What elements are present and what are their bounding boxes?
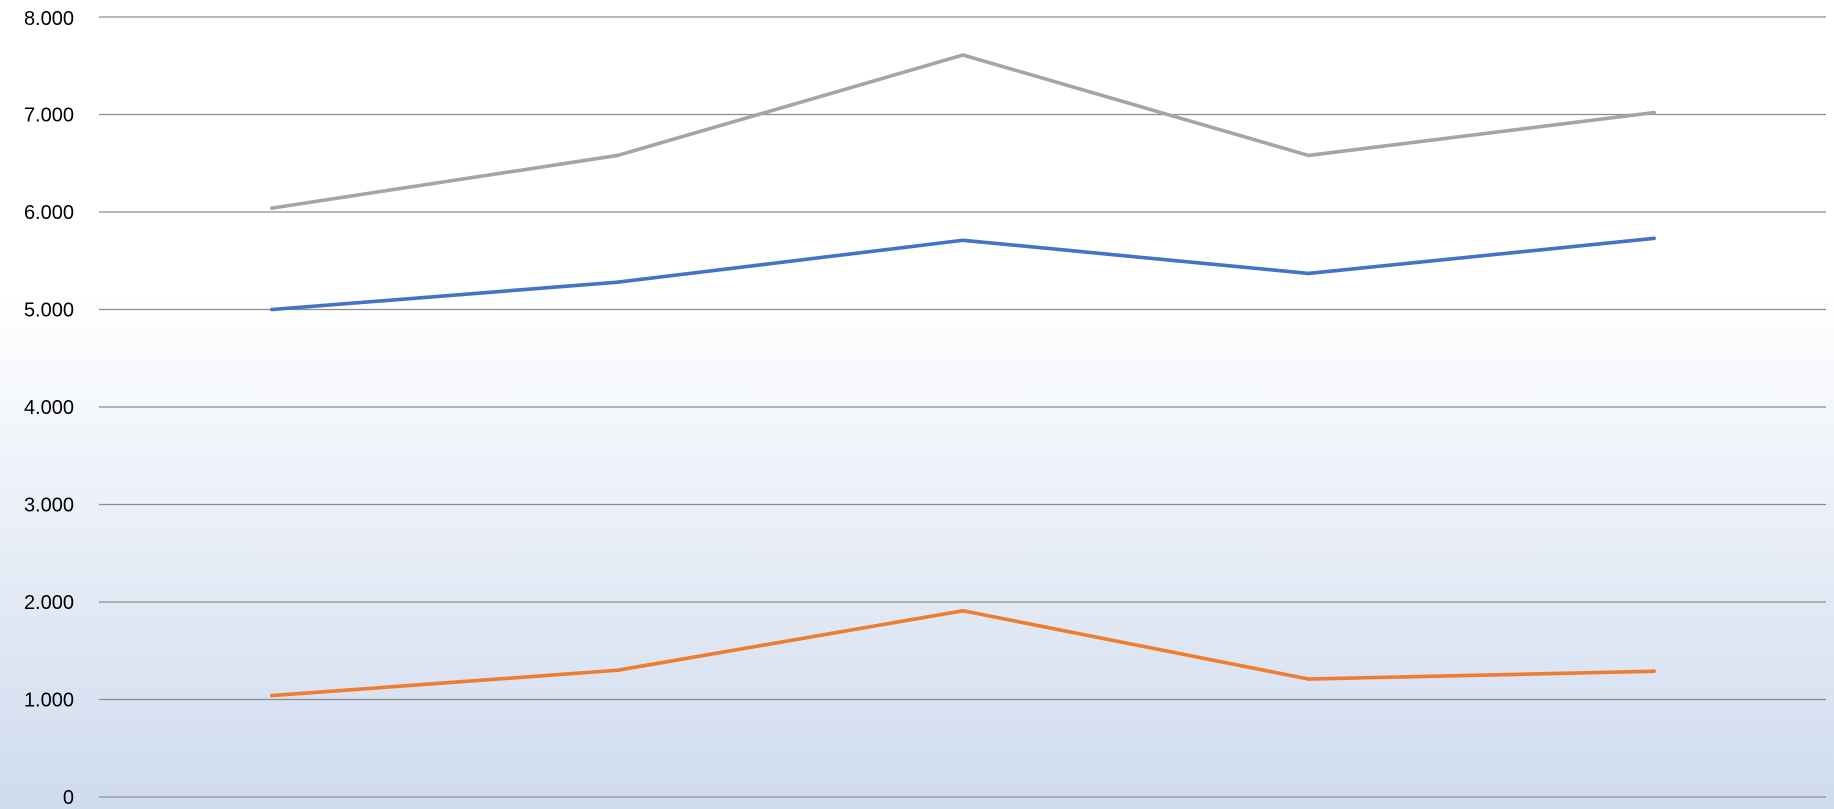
y-tick-label: 3.000 bbox=[24, 495, 74, 517]
series-lines bbox=[270, 53, 1656, 698]
data-point-s2-0 bbox=[270, 693, 274, 698]
data-point-s1-2 bbox=[961, 238, 965, 243]
y-tick-label: 5.000 bbox=[24, 300, 74, 322]
data-point-s0-2 bbox=[961, 53, 965, 57]
y-tick-label: 2.000 bbox=[24, 592, 74, 614]
y-tick-label: 6.000 bbox=[24, 202, 74, 224]
data-point-s0-4 bbox=[1652, 110, 1656, 115]
data-point-s0-1 bbox=[615, 153, 620, 158]
data-point-s1-1 bbox=[615, 280, 620, 285]
y-axis-tick-labels: 0 1.000 2.000 3.000 4.000 5.000 6.000 7.000 8.00… bbox=[24, 8, 74, 809]
data-point-s2-1 bbox=[615, 668, 620, 673]
y-tick-label: 4.000 bbox=[24, 397, 74, 419]
y-tick-label: 8.000 bbox=[24, 8, 74, 30]
data-point-s2-3 bbox=[1306, 677, 1311, 681]
gridlines bbox=[99, 16, 1826, 798]
y-tick-label: 1.000 bbox=[24, 690, 74, 712]
data-point-s1-4 bbox=[1652, 236, 1656, 241]
y-tick-label: 0 bbox=[63, 787, 74, 809]
data-point-s2-2 bbox=[961, 608, 965, 613]
data-point-s0-0 bbox=[270, 206, 274, 210]
data-point-s2-4 bbox=[1652, 669, 1656, 674]
y-tick-label: 7.000 bbox=[24, 105, 74, 127]
data-point-s1-3 bbox=[1306, 271, 1311, 276]
data-point-s1-0 bbox=[270, 307, 274, 312]
data-point-s0-3 bbox=[1306, 153, 1311, 158]
